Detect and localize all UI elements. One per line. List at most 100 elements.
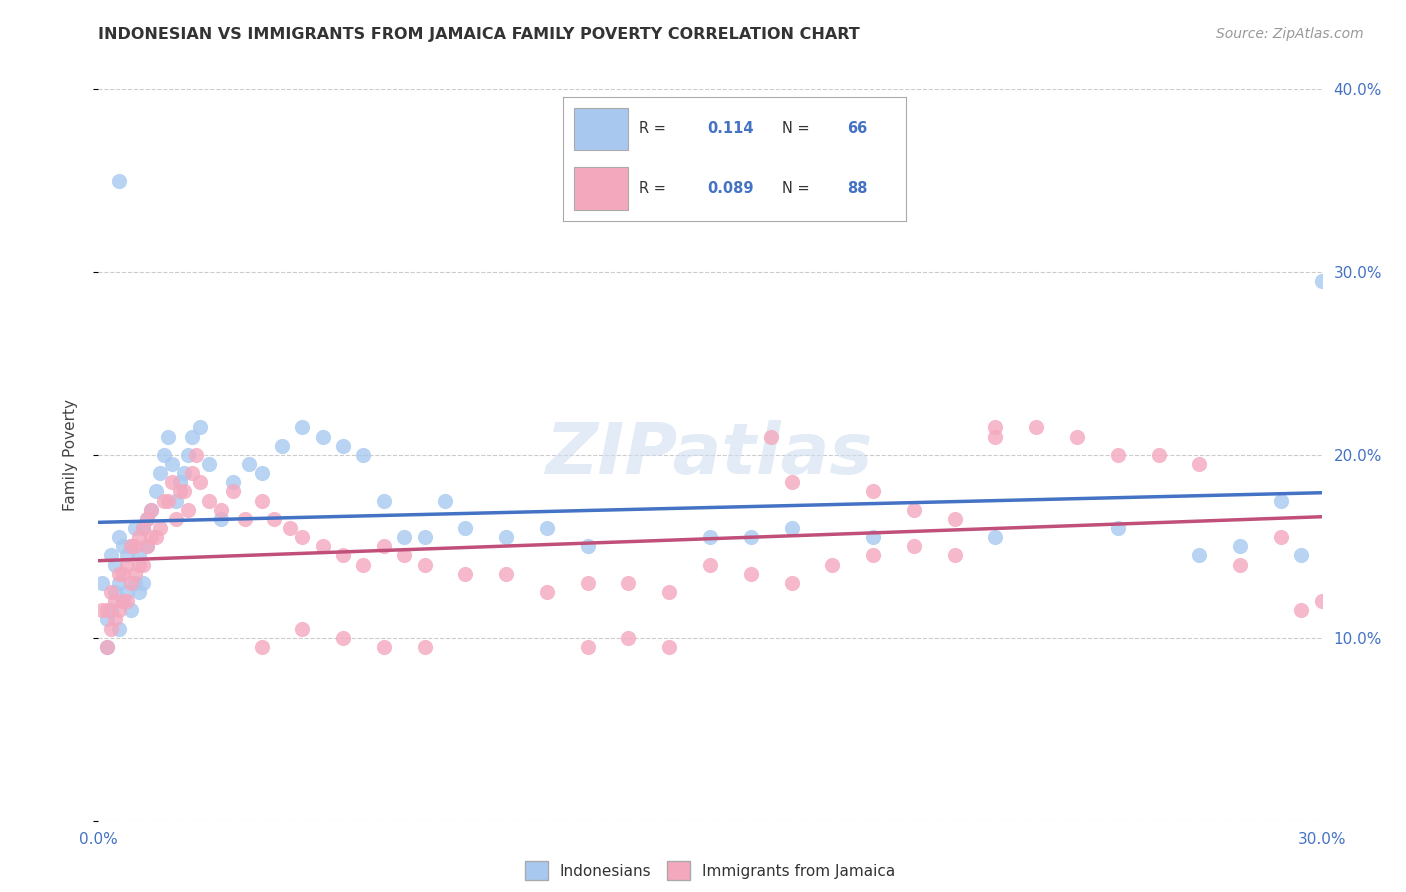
Point xyxy=(1310,274,1333,288)
Point xyxy=(152,493,174,508)
Point xyxy=(1270,530,1292,544)
Point xyxy=(780,475,803,490)
Point xyxy=(111,594,134,608)
Legend: Indonesians, Immigrants from Jamaica: Indonesians, Immigrants from Jamaica xyxy=(519,855,901,886)
Point xyxy=(128,530,150,544)
Point xyxy=(111,594,134,608)
Point xyxy=(699,530,721,544)
Point xyxy=(392,530,416,544)
Point xyxy=(149,466,172,480)
Point xyxy=(617,631,640,645)
Point xyxy=(903,539,925,553)
Point xyxy=(96,603,118,617)
Point xyxy=(108,174,131,188)
Point xyxy=(862,484,884,499)
Point xyxy=(160,475,183,490)
Point xyxy=(454,566,477,581)
Point xyxy=(222,475,245,490)
Point xyxy=(780,521,803,535)
Point xyxy=(156,430,179,444)
Point xyxy=(821,558,844,572)
Point xyxy=(209,512,232,526)
Point xyxy=(104,613,127,627)
Point xyxy=(576,576,599,591)
Point xyxy=(862,530,884,544)
Point xyxy=(108,530,131,544)
Point xyxy=(104,594,127,608)
Point xyxy=(115,558,138,572)
Point xyxy=(233,512,256,526)
Point xyxy=(132,558,155,572)
Point xyxy=(156,493,179,508)
Point xyxy=(132,576,155,591)
Point xyxy=(984,430,1007,444)
Point xyxy=(186,448,208,462)
Point xyxy=(291,530,314,544)
Point xyxy=(250,640,273,654)
Point xyxy=(250,466,273,480)
Point xyxy=(96,640,118,654)
Point xyxy=(181,430,204,444)
Point xyxy=(984,530,1007,544)
Point xyxy=(124,566,146,581)
Point xyxy=(108,603,131,617)
Point xyxy=(740,530,762,544)
Point xyxy=(104,558,127,572)
Point xyxy=(128,549,150,563)
Point xyxy=(188,420,212,434)
Point xyxy=(136,512,159,526)
Point xyxy=(1107,521,1129,535)
Point xyxy=(197,493,219,508)
Point xyxy=(197,457,219,471)
Point xyxy=(332,631,354,645)
Point xyxy=(576,640,599,654)
Point xyxy=(173,484,195,499)
Point xyxy=(454,521,477,535)
Point xyxy=(780,576,803,591)
Point xyxy=(1229,558,1251,572)
Point xyxy=(413,558,436,572)
Point xyxy=(1025,420,1047,434)
Point xyxy=(270,439,294,453)
Point xyxy=(181,466,204,480)
Point xyxy=(173,466,195,480)
Y-axis label: Family Poverty: Family Poverty xyxy=(63,399,77,511)
Point xyxy=(177,502,200,516)
Point xyxy=(100,549,122,563)
Point xyxy=(100,622,122,636)
Point xyxy=(263,512,285,526)
Point xyxy=(128,585,150,599)
Point xyxy=(699,558,721,572)
Point xyxy=(332,439,354,453)
Point xyxy=(96,640,118,654)
Point xyxy=(903,502,925,516)
Point xyxy=(222,484,245,499)
Point xyxy=(145,484,167,499)
Point xyxy=(91,603,114,617)
Point xyxy=(943,549,966,563)
Point xyxy=(352,448,374,462)
Point xyxy=(188,475,212,490)
Point xyxy=(536,585,558,599)
Point xyxy=(1291,603,1313,617)
Point xyxy=(149,521,172,535)
Point xyxy=(862,549,884,563)
Point xyxy=(136,539,159,553)
Point xyxy=(413,640,436,654)
Point xyxy=(91,576,114,591)
Point xyxy=(152,448,174,462)
Point xyxy=(1229,539,1251,553)
Point xyxy=(141,502,163,516)
Point xyxy=(120,539,142,553)
Point xyxy=(104,585,127,599)
Point xyxy=(1188,549,1211,563)
Point xyxy=(373,640,395,654)
Point xyxy=(291,622,314,636)
Point xyxy=(132,521,155,535)
Point xyxy=(984,420,1007,434)
Point xyxy=(145,530,167,544)
Point xyxy=(312,430,335,444)
Point xyxy=(165,493,187,508)
Point xyxy=(115,585,138,599)
Point xyxy=(1066,430,1088,444)
